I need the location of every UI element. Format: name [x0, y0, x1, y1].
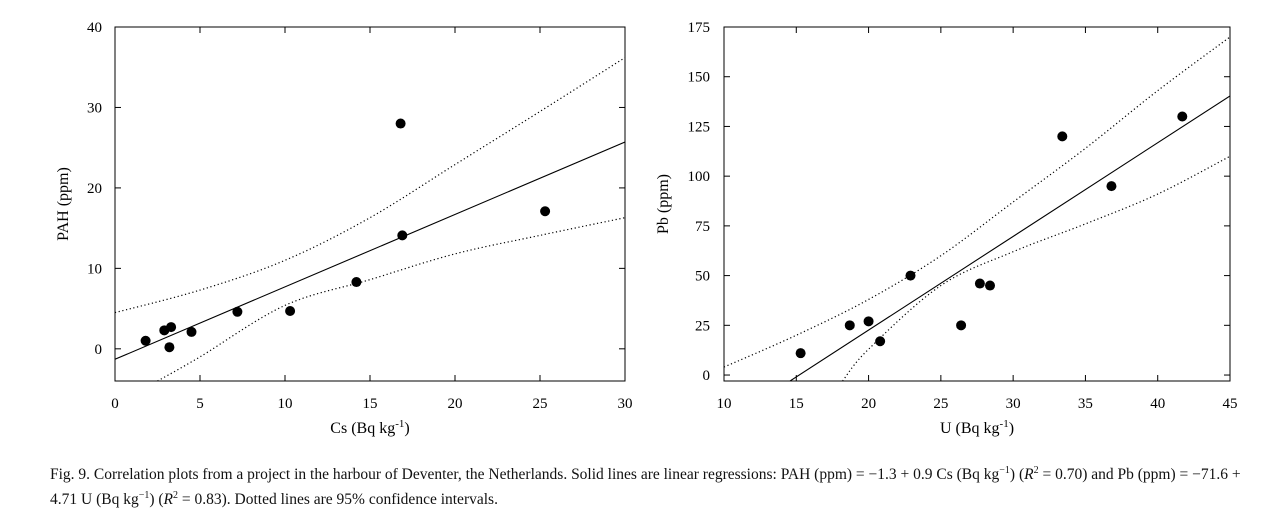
- data-point: [1177, 111, 1188, 122]
- x-tick-label: 40: [1150, 396, 1165, 412]
- x-tick-label: 20: [448, 396, 463, 412]
- data-point: [232, 306, 243, 317]
- y-tick-label: 0: [703, 368, 711, 384]
- caption-sup-2: −1: [138, 490, 150, 502]
- data-point: [863, 316, 874, 327]
- figure-caption: Fig. 9. Correlation plots from a project…: [50, 460, 1245, 510]
- data-point: [397, 230, 408, 241]
- caption-text-1: Fig. 9. Correlation plots from a project…: [50, 466, 1000, 484]
- y-tick-label: 50: [695, 269, 710, 285]
- y-tick-label: 10: [87, 261, 102, 277]
- ci-lower-line: [842, 155, 1230, 381]
- x-tick-label: 10: [278, 396, 293, 412]
- caption-text-5: = 0.83). Dotted lines are 95% confidence…: [178, 491, 498, 509]
- y-tick-label: 75: [695, 219, 710, 235]
- caption-r-1: R: [1024, 466, 1034, 484]
- y-axis-title: PAH (ppm): [55, 167, 72, 241]
- caption-r-2: R: [163, 491, 174, 509]
- x-tick-label: 25: [933, 396, 948, 412]
- x-tick-label: 45: [1223, 396, 1238, 412]
- regression-line: [788, 95, 1230, 381]
- data-point: [795, 348, 806, 359]
- data-point: [974, 278, 985, 289]
- plot-frame: [723, 26, 1231, 382]
- data-point: [956, 320, 967, 331]
- data-point: [540, 206, 551, 217]
- caption-text-4: ) (: [149, 491, 164, 509]
- data-point: [1057, 131, 1068, 142]
- x-tick-label: 15: [363, 396, 378, 412]
- y-tick-label: 150: [688, 70, 711, 86]
- y-tick-label: 100: [688, 169, 711, 185]
- pah-cs-panel: 0 5 10 15 20 25 30 0 10 20 30 40 Cs (Bq kg-1) PAH (pp…: [55, 20, 633, 437]
- y-tick-label: 40: [87, 20, 102, 36]
- data-point: [186, 326, 197, 337]
- data-point: [166, 322, 177, 333]
- x-tick-label: 30: [618, 396, 633, 412]
- caption-sup-1: −1: [999, 465, 1010, 476]
- x-tick-label: 5: [196, 396, 204, 412]
- y-tick-label: 175: [688, 20, 711, 36]
- caption-r2-sup-2: 2: [173, 490, 179, 502]
- data-point: [844, 320, 855, 331]
- data-point: [164, 342, 175, 353]
- data-point: [285, 306, 296, 317]
- caption-text-3: = 0.70) and Pb (ppm) = −71.6 + 4.71 U (B…: [50, 466, 1241, 509]
- data-point: [395, 118, 406, 129]
- x-axis-title: Cs (Bq kg-1): [330, 418, 409, 437]
- data-point: [1106, 181, 1117, 192]
- x-tick-label: 25: [533, 396, 548, 412]
- figure: 0 5 10 15 20 25 30 0 10 20 30 40 Cs (Bq kg-1) PAH (pp…: [55, 20, 1238, 437]
- x-axis-title: U (Bq kg-1): [940, 418, 1014, 437]
- data-point: [985, 280, 996, 291]
- data-point: [905, 270, 916, 281]
- x-tick-label: 35: [1078, 396, 1093, 412]
- caption-r2-sup-1: 2: [1033, 465, 1039, 476]
- x-tick-label: 15: [789, 396, 804, 412]
- x-tick-label: 20: [861, 396, 876, 412]
- x-tick-label: 30: [1006, 396, 1021, 412]
- y-tick-label: 30: [87, 100, 102, 116]
- y-axis-title: Pb (ppm): [655, 174, 672, 234]
- ci-upper-line: [724, 36, 1230, 368]
- caption-text-2: ) (: [1009, 466, 1025, 484]
- ci-upper-line: [115, 57, 625, 314]
- y-tick-label: 0: [95, 342, 103, 358]
- data-point: [351, 277, 362, 288]
- y-tick-label: 25: [695, 318, 710, 334]
- y-tick-label: 20: [87, 181, 102, 197]
- regression-line: [115, 141, 625, 360]
- x-tick-label: 0: [111, 396, 119, 412]
- data-point: [140, 335, 151, 346]
- x-tick-label: 10: [717, 396, 732, 412]
- y-tick-label: 125: [688, 119, 711, 135]
- pb-u-panel: 10 15 20 25 30 35 40 45 0 25 50 75 100 125 150 175 U (Bq…: [655, 20, 1238, 437]
- data-point: [875, 336, 886, 347]
